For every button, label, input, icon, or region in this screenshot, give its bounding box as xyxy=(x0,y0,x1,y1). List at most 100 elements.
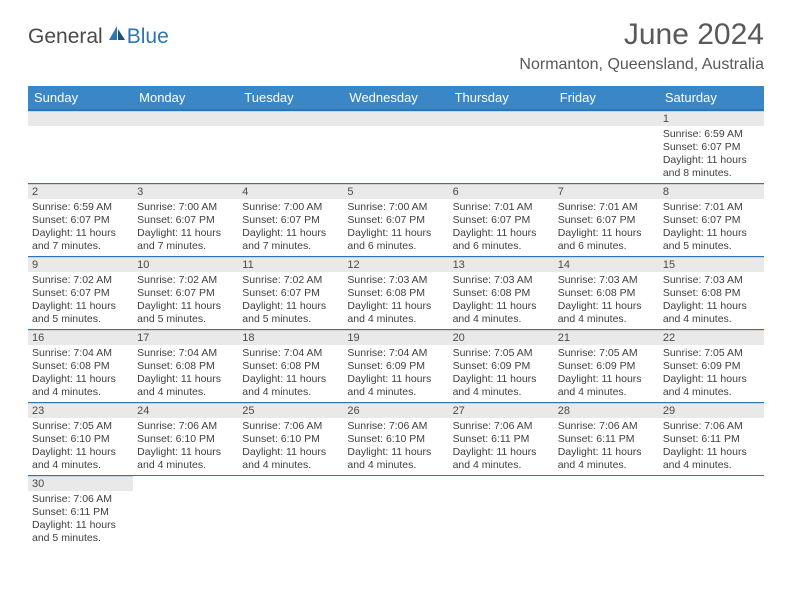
calendar-day-cell: 5Sunrise: 7:00 AMSunset: 6:07 PMDaylight… xyxy=(343,183,448,256)
sunrise-text: Sunrise: 7:03 AM xyxy=(453,274,550,287)
sunset-text: Sunset: 6:07 PM xyxy=(32,287,129,300)
calendar-day-cell xyxy=(238,475,343,548)
sunrise-text: Sunrise: 6:59 AM xyxy=(32,201,129,214)
daylight-text: Daylight: 11 hours xyxy=(663,373,760,386)
day-number: 3 xyxy=(133,184,238,199)
calendar-day-cell: 4Sunrise: 7:00 AMSunset: 6:07 PMDaylight… xyxy=(238,183,343,256)
sunset-text: Sunset: 6:07 PM xyxy=(347,214,444,227)
daylight-text: and 8 minutes. xyxy=(663,167,760,180)
day-number: 26 xyxy=(343,403,448,418)
sunrise-text: Sunrise: 7:02 AM xyxy=(137,274,234,287)
sunset-text: Sunset: 6:11 PM xyxy=(663,433,760,446)
day-content: Sunrise: 7:06 AMSunset: 6:10 PMDaylight:… xyxy=(133,418,238,475)
day-number: 28 xyxy=(554,403,659,418)
daylight-text: and 5 minutes. xyxy=(663,240,760,253)
calendar-day-cell: 26Sunrise: 7:06 AMSunset: 6:10 PMDayligh… xyxy=(343,402,448,475)
sunrise-text: Sunrise: 7:02 AM xyxy=(32,274,129,287)
day-content: Sunrise: 6:59 AMSunset: 6:07 PMDaylight:… xyxy=(659,126,764,183)
daylight-text: Daylight: 11 hours xyxy=(32,373,129,386)
weekday-header: Wednesday xyxy=(343,86,448,110)
daylight-text: Daylight: 11 hours xyxy=(453,227,550,240)
sunset-text: Sunset: 6:07 PM xyxy=(558,214,655,227)
calendar-day-cell xyxy=(554,475,659,548)
sunset-text: Sunset: 6:11 PM xyxy=(32,506,129,519)
sunset-text: Sunset: 6:09 PM xyxy=(663,360,760,373)
title-block: June 2024 Normanton, Queensland, Austral… xyxy=(519,18,764,82)
calendar-day-cell: 21Sunrise: 7:05 AMSunset: 6:09 PMDayligh… xyxy=(554,329,659,402)
day-number: 5 xyxy=(343,184,448,199)
day-content: Sunrise: 7:04 AMSunset: 6:08 PMDaylight:… xyxy=(28,345,133,402)
day-number: 24 xyxy=(133,403,238,418)
sunset-text: Sunset: 6:10 PM xyxy=(137,433,234,446)
calendar-day-cell: 17Sunrise: 7:04 AMSunset: 6:08 PMDayligh… xyxy=(133,329,238,402)
sunset-text: Sunset: 6:11 PM xyxy=(558,433,655,446)
day-number: 12 xyxy=(343,257,448,272)
day-content: Sunrise: 7:04 AMSunset: 6:09 PMDaylight:… xyxy=(343,345,448,402)
daylight-text: Daylight: 11 hours xyxy=(242,446,339,459)
daylight-text: Daylight: 11 hours xyxy=(242,227,339,240)
calendar-day-cell: 10Sunrise: 7:02 AMSunset: 6:07 PMDayligh… xyxy=(133,256,238,329)
daylight-text: and 5 minutes. xyxy=(137,313,234,326)
weekday-header: Friday xyxy=(554,86,659,110)
weekday-header: Thursday xyxy=(449,86,554,110)
sunset-text: Sunset: 6:09 PM xyxy=(558,360,655,373)
sunrise-text: Sunrise: 7:02 AM xyxy=(242,274,339,287)
calendar-day-cell: 18Sunrise: 7:04 AMSunset: 6:08 PMDayligh… xyxy=(238,329,343,402)
empty-day-number xyxy=(28,111,133,126)
calendar-day-cell xyxy=(449,475,554,548)
sunset-text: Sunset: 6:08 PM xyxy=(347,287,444,300)
daylight-text: and 4 minutes. xyxy=(663,313,760,326)
day-number: 14 xyxy=(554,257,659,272)
logo-text-general: General xyxy=(28,25,103,49)
calendar-day-cell: 27Sunrise: 7:06 AMSunset: 6:11 PMDayligh… xyxy=(449,402,554,475)
weekday-header: Saturday xyxy=(659,86,764,110)
daylight-text: and 5 minutes. xyxy=(32,532,129,545)
empty-day-number xyxy=(554,111,659,126)
day-number: 2 xyxy=(28,184,133,199)
sunset-text: Sunset: 6:07 PM xyxy=(663,214,760,227)
calendar-table: Sunday Monday Tuesday Wednesday Thursday… xyxy=(28,86,764,548)
daylight-text: Daylight: 11 hours xyxy=(32,227,129,240)
sunrise-text: Sunrise: 7:04 AM xyxy=(347,347,444,360)
sunset-text: Sunset: 6:10 PM xyxy=(242,433,339,446)
day-number: 13 xyxy=(449,257,554,272)
daylight-text: Daylight: 11 hours xyxy=(347,227,444,240)
daylight-text: and 4 minutes. xyxy=(347,386,444,399)
daylight-text: Daylight: 11 hours xyxy=(558,300,655,313)
weekday-header: Sunday xyxy=(28,86,133,110)
daylight-text: and 6 minutes. xyxy=(453,240,550,253)
day-number: 21 xyxy=(554,330,659,345)
sunrise-text: Sunrise: 7:06 AM xyxy=(558,420,655,433)
sunrise-text: Sunrise: 7:01 AM xyxy=(453,201,550,214)
day-number: 10 xyxy=(133,257,238,272)
calendar-week-row: 23Sunrise: 7:05 AMSunset: 6:10 PMDayligh… xyxy=(28,402,764,475)
day-number: 19 xyxy=(343,330,448,345)
calendar-week-row: 9Sunrise: 7:02 AMSunset: 6:07 PMDaylight… xyxy=(28,256,764,329)
daylight-text: and 7 minutes. xyxy=(137,240,234,253)
calendar-day-cell: 3Sunrise: 7:00 AMSunset: 6:07 PMDaylight… xyxy=(133,183,238,256)
calendar-day-cell: 13Sunrise: 7:03 AMSunset: 6:08 PMDayligh… xyxy=(449,256,554,329)
day-content: Sunrise: 7:01 AMSunset: 6:07 PMDaylight:… xyxy=(449,199,554,256)
day-content: Sunrise: 7:00 AMSunset: 6:07 PMDaylight:… xyxy=(238,199,343,256)
day-content: Sunrise: 7:06 AMSunset: 6:10 PMDaylight:… xyxy=(343,418,448,475)
sunrise-text: Sunrise: 7:04 AM xyxy=(242,347,339,360)
daylight-text: Daylight: 11 hours xyxy=(347,446,444,459)
calendar-day-cell: 6Sunrise: 7:01 AMSunset: 6:07 PMDaylight… xyxy=(449,183,554,256)
day-content: Sunrise: 7:06 AMSunset: 6:10 PMDaylight:… xyxy=(238,418,343,475)
sunset-text: Sunset: 6:07 PM xyxy=(242,214,339,227)
sunrise-text: Sunrise: 7:05 AM xyxy=(558,347,655,360)
day-number: 18 xyxy=(238,330,343,345)
weekday-header-row: Sunday Monday Tuesday Wednesday Thursday… xyxy=(28,86,764,110)
daylight-text: Daylight: 11 hours xyxy=(663,300,760,313)
calendar-day-cell: 29Sunrise: 7:06 AMSunset: 6:11 PMDayligh… xyxy=(659,402,764,475)
daylight-text: and 6 minutes. xyxy=(558,240,655,253)
daylight-text: Daylight: 11 hours xyxy=(558,446,655,459)
daylight-text: and 4 minutes. xyxy=(453,459,550,472)
day-number: 11 xyxy=(238,257,343,272)
calendar-day-cell xyxy=(343,475,448,548)
sunset-text: Sunset: 6:07 PM xyxy=(137,214,234,227)
daylight-text: and 4 minutes. xyxy=(137,386,234,399)
calendar-day-cell: 8Sunrise: 7:01 AMSunset: 6:07 PMDaylight… xyxy=(659,183,764,256)
day-content: Sunrise: 7:04 AMSunset: 6:08 PMDaylight:… xyxy=(133,345,238,402)
daylight-text: Daylight: 11 hours xyxy=(663,446,760,459)
